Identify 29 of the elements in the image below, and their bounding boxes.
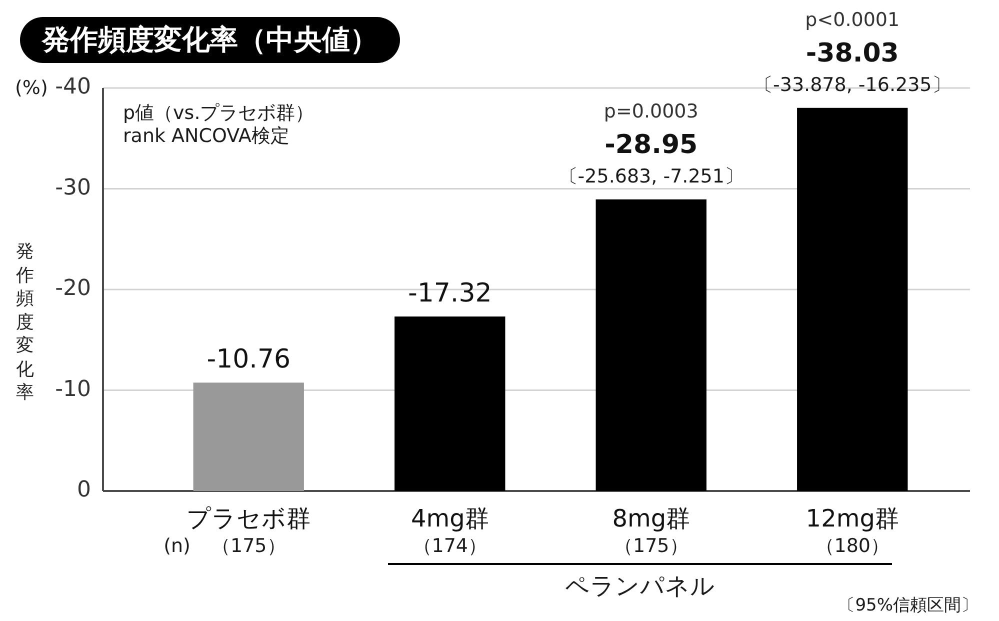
annotation: 〔-25.683, -7.251〕	[558, 165, 744, 188]
text: (%)	[15, 76, 48, 99]
annotation: rank ANCOVA検定	[123, 124, 290, 147]
text: (n)	[164, 534, 190, 557]
y-tick-label: -20	[55, 276, 91, 302]
y-tick-label: -40	[55, 74, 91, 100]
x-tick-label: 12mg群	[806, 504, 899, 533]
x-tick-label: 8mg群	[612, 504, 690, 533]
text: ペランパネル	[565, 572, 716, 600]
data-label: -38.03	[806, 38, 899, 69]
text: 〔95%信頼区間〕	[838, 595, 978, 616]
y-axis-title: 発作頻度変化率	[15, 240, 35, 404]
y-tick-label: 0	[77, 478, 91, 503]
chart-title: 発作頻度変化率（中央値）	[20, 17, 400, 63]
annotation: p=0.0003	[604, 100, 698, 122]
data-label: -17.32	[408, 278, 492, 308]
x-tick-label: プラセボ群	[186, 504, 311, 533]
y-tick-label: -10	[55, 376, 91, 402]
y-tick-label: -30	[55, 175, 91, 200]
data-label: -10.76	[206, 344, 291, 374]
text: （175）	[614, 534, 688, 557]
text: （175）	[211, 534, 286, 557]
text: （174）	[412, 534, 488, 557]
text: p<0.0001	[805, 8, 900, 31]
data-label: -28.95	[604, 130, 698, 160]
annotation: p値（vs.プラセボ群）	[123, 102, 314, 124]
text: （180）	[815, 534, 890, 557]
x-tick-label: 4mg群	[410, 504, 489, 533]
annotation: 〔-33.878, -16.235〕	[754, 74, 951, 96]
